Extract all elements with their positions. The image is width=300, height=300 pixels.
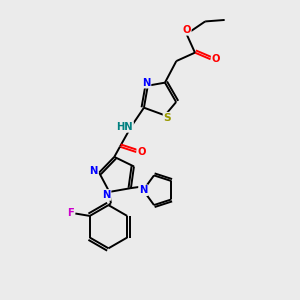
Text: HN: HN: [116, 122, 133, 132]
Text: N: N: [139, 185, 147, 195]
Text: F: F: [67, 208, 74, 218]
Text: O: O: [212, 54, 220, 64]
Text: O: O: [137, 147, 146, 157]
Text: S: S: [164, 113, 171, 123]
Text: O: O: [182, 25, 191, 35]
Text: N: N: [142, 78, 151, 88]
Text: N: N: [102, 190, 111, 200]
Text: N: N: [89, 166, 98, 176]
